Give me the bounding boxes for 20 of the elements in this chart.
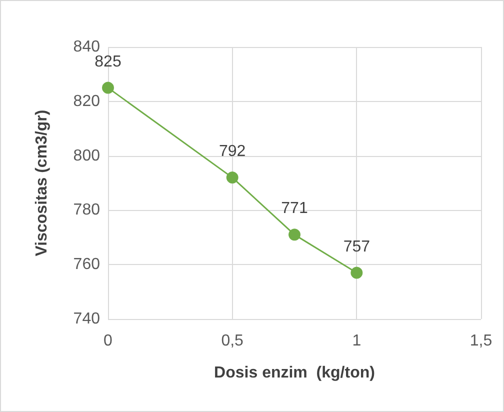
y-tick-label: 760 [73, 256, 100, 274]
point [102, 82, 114, 94]
y-tick-label: 820 [73, 92, 100, 110]
y-tick-label: 740 [73, 310, 100, 328]
y-axis-title: Viscositas (cm3/gr) [34, 110, 50, 256]
x-tick-label: 1,5 [470, 332, 492, 350]
point [350, 266, 363, 279]
x-tick-label: 0,5 [221, 332, 244, 350]
data-label: 792 [218, 143, 246, 160]
x-tick-label: 1 [352, 332, 362, 350]
y-tick-label: 840 [73, 38, 100, 56]
point [226, 172, 238, 184]
data-label: 757 [343, 238, 370, 256]
x-axis-title: Dosis enzim (kg/ton) [214, 364, 375, 382]
y-tick-label: 800 [73, 147, 100, 164]
x-tick-label: 0 [104, 332, 113, 350]
data-label: 825 [94, 53, 122, 70]
point [288, 228, 300, 241]
data-label: 771 [281, 200, 308, 218]
y-tick-label: 780 [73, 202, 100, 219]
